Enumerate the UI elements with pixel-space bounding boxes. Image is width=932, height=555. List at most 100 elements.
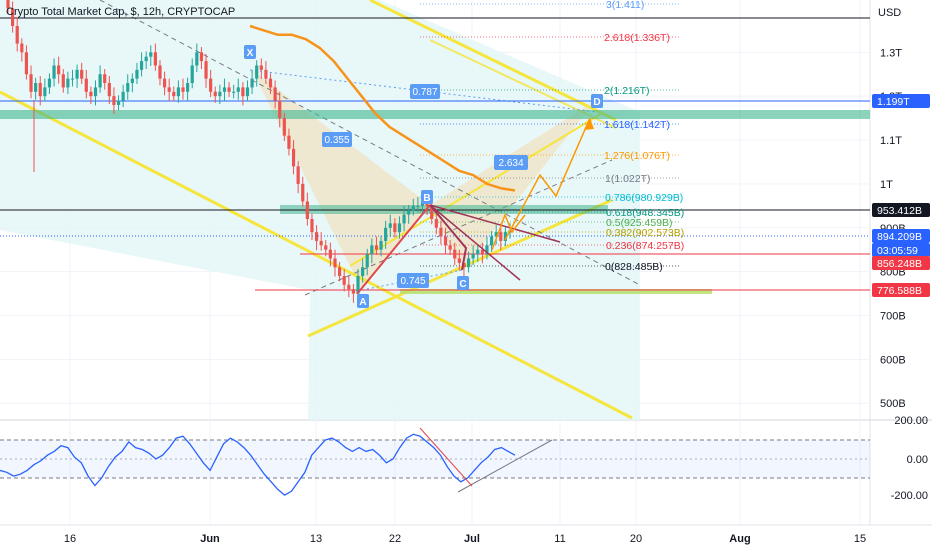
- candle-body-92: [430, 205, 434, 219]
- candle-body-49: [232, 91, 236, 93]
- arrow-head-d: [584, 118, 594, 130]
- candle-body-19: [93, 87, 98, 97]
- candle-body-8: [43, 87, 47, 97]
- fib-label-10: 0.236(874.257B): [606, 240, 684, 252]
- fib-label-0: 3(1.411): [606, 0, 644, 11]
- projection-arrows: [491, 117, 594, 251]
- price-tick-8: 500B: [880, 398, 906, 410]
- candle-body-107: [499, 232, 503, 241]
- channel-line-upper: [369, 0, 617, 122]
- time-label-8: 15: [854, 533, 866, 545]
- candle-body-15: [75, 69, 79, 79]
- candle-body-88: [411, 205, 415, 211]
- chart-title: Crypto Total Market Cap, $, 12h, CRYPTOC…: [6, 6, 235, 18]
- oscillator-tick-0: 200.00: [894, 415, 928, 427]
- pattern-points: X A B C D: [244, 45, 603, 308]
- pattern-point-bg-A: [357, 294, 369, 308]
- candle-body-103: [480, 249, 484, 255]
- candle-body-67: [314, 232, 319, 241]
- candle-body-41: [195, 52, 199, 66]
- oscillator-tick-1: 0.00: [907, 454, 928, 466]
- channel-line-mid: [349, 111, 605, 267]
- price-badge-bg-1: [872, 203, 930, 217]
- candles: [6, 0, 512, 303]
- candle-body-25: [121, 91, 125, 101]
- harmonic-legs: [356, 204, 561, 295]
- candle-body-30: [144, 56, 148, 62]
- candle-body-56: [264, 69, 268, 79]
- candle-body-78: [365, 254, 369, 268]
- candle-body-6: [34, 83, 38, 92]
- candle-body-93: [434, 219, 438, 228]
- dashed-line-2: [304, 159, 613, 296]
- fib-label-6: 0.786(980.929B): [605, 192, 683, 204]
- candle-body-29: [139, 61, 144, 70]
- candle-body-43: [204, 61, 208, 79]
- oscillator-ticks: 200.00 0.00 -200.00: [891, 415, 928, 502]
- pattern-point-bg-C: [457, 276, 469, 290]
- candle-body-74: [347, 284, 351, 290]
- candle-body-89: [416, 205, 420, 207]
- price-badge-bg-3: [872, 243, 930, 257]
- price-badge-2: 894.209B: [877, 231, 922, 243]
- time-axis: 16 Jun 13 22 Jul 11 20 Aug 15: [64, 533, 866, 545]
- pattern-point-X: X: [247, 48, 254, 59]
- candle-body-104: [485, 245, 489, 255]
- pattern-point-bg-X: [244, 45, 256, 59]
- candle-body-28: [135, 69, 139, 79]
- candle-body-108: [503, 232, 507, 241]
- price-tick-0: 1.3T: [880, 47, 902, 59]
- candle-body-61: [287, 135, 291, 149]
- projection-arrow-1: [491, 212, 526, 251]
- price-badge-4: 856.248B: [877, 258, 922, 270]
- candle-body-21: [103, 74, 107, 84]
- candle-body-16: [80, 69, 84, 79]
- candle-body-3: [20, 43, 24, 53]
- fib-labels: 3(1.411) 2.618(1.336T) 2(1.216T) 1.618(1.14…: [604, 0, 684, 273]
- ratio-box-bg-0: [410, 84, 440, 99]
- candle-body-54: [255, 65, 259, 79]
- time-label-0: 16: [64, 533, 76, 545]
- fib-label-9: 0.382(902.573B): [606, 227, 684, 239]
- candle-body-22: [107, 83, 111, 97]
- time-label-1: Jun: [200, 533, 220, 545]
- fib-label-3: 1.618(1.142T): [604, 119, 670, 131]
- candle-body-97: [453, 249, 457, 259]
- candle-body-42: [199, 52, 204, 62]
- candle-body-33: [158, 65, 162, 79]
- candle-body-99: [462, 262, 466, 268]
- pattern-point-B: B: [423, 193, 430, 204]
- candle-body-1: [11, 8, 15, 27]
- ratio-boxes: 0.787 0.355 2.634 0.745: [322, 84, 528, 288]
- candle-body-62: [291, 148, 296, 167]
- candle-body-73: [342, 276, 346, 285]
- candle-body-50: [236, 87, 240, 92]
- candle-body-53: [250, 78, 254, 88]
- ratio-box-1: 0.355: [324, 135, 349, 146]
- candle-body-102: [476, 249, 480, 255]
- candle-body-60: [282, 118, 286, 136]
- channel-line-lower: [0, 90, 633, 420]
- candle-body-36: [172, 91, 176, 97]
- candle-body-55: [259, 65, 263, 70]
- oscillator-line: [0, 433, 516, 496]
- leg-bc-ext: [429, 204, 521, 281]
- fib-label-11: 0(828.485B): [605, 261, 663, 273]
- price-axis-background: [870, 0, 932, 550]
- pattern-point-C: C: [459, 279, 466, 290]
- candle-body-69: [324, 245, 328, 250]
- pattern-point-bg-B: [421, 190, 433, 204]
- candle-body-100: [466, 258, 471, 268]
- candle-body-86: [402, 214, 406, 224]
- fib-label-4: 1.276(1.076T): [604, 150, 670, 162]
- ratio-box-bg-2: [494, 155, 528, 170]
- oscillator-tick-2: -200.00: [891, 490, 928, 502]
- candle-body-98: [457, 258, 461, 263]
- candle-body-79: [370, 245, 374, 255]
- candle-body-12: [61, 74, 65, 88]
- price-badge-bg-2: [872, 229, 930, 243]
- candle-body-46: [218, 91, 222, 97]
- projection-arrow-2: [504, 117, 591, 241]
